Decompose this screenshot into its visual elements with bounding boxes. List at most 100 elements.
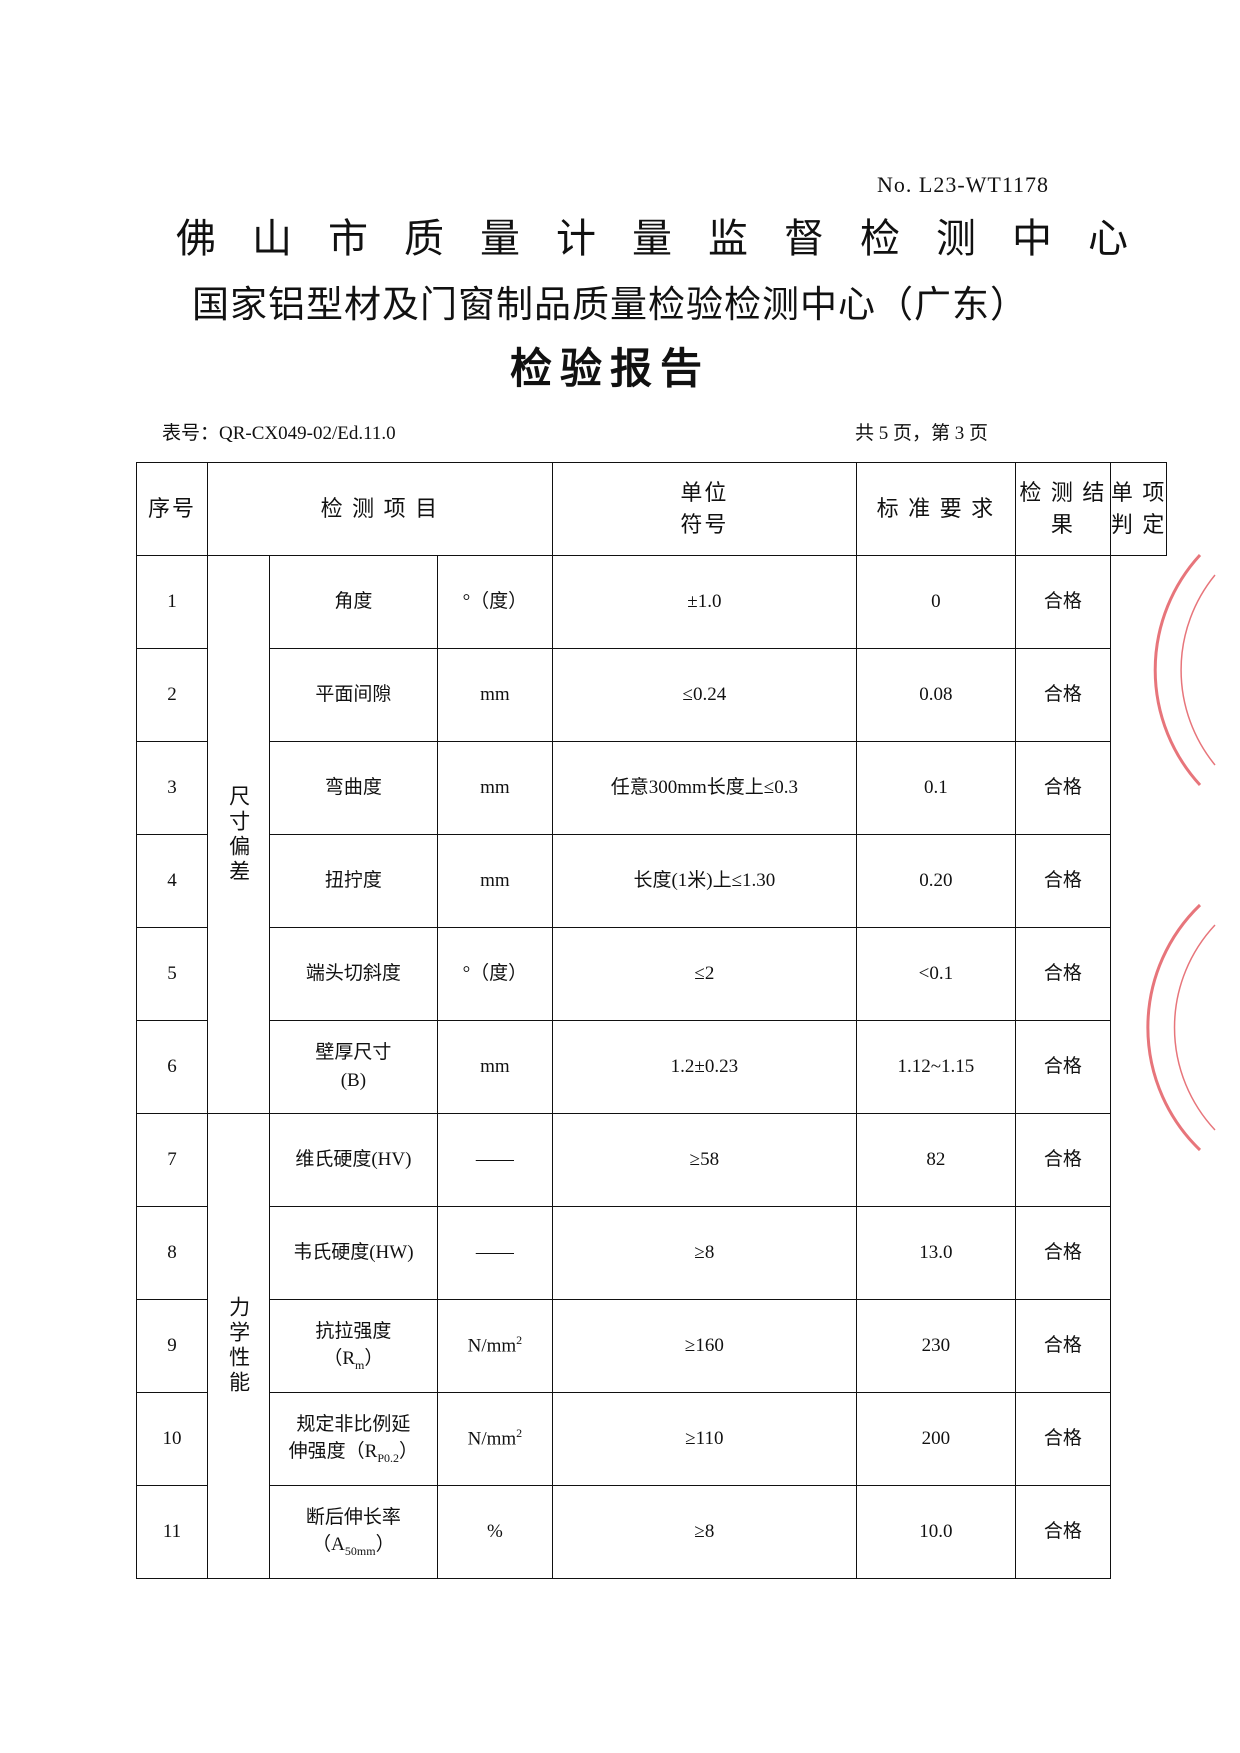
item-line: 抗拉强度	[270, 1318, 437, 1346]
text-segment: mm	[480, 684, 510, 706]
judgment: 合格	[1014, 1299, 1111, 1393]
judgment: 合格	[1014, 1206, 1111, 1300]
judgment: 合格	[1014, 648, 1111, 742]
data-row: 11 断后伸长率 （A50mm）% ≥8 10.0 合格	[136, 1485, 1167, 1579]
test-item: 断后伸长率 （A50mm）	[268, 1485, 438, 1579]
data-row: 10 规定非比例延 伸强度（RP0.2） N/mm2 ≥110 200 合格	[136, 1392, 1167, 1486]
item-line: 韦氏硬度(HW)	[270, 1239, 437, 1267]
requirement: ±1.0	[551, 555, 857, 649]
unit: mm	[436, 648, 553, 742]
test-item: 维氏硬度(HV)	[268, 1113, 438, 1207]
header-cell: 序号	[136, 462, 208, 556]
org-name: 佛山市质量计量监督检测中心	[176, 216, 1164, 261]
form-number: 表号：QR-CX049-02/Ed.11.0	[162, 423, 396, 444]
text-segment: ）	[364, 1348, 384, 1370]
text-segment: 端头切斜度	[305, 963, 401, 985]
text-segment: （R	[323, 1348, 356, 1370]
test-item: 抗拉强度 （Rm）	[268, 1299, 438, 1393]
item-line: 断后伸长率	[270, 1504, 437, 1532]
text-segment: ）	[375, 1534, 395, 1556]
header-line: 检 测 结 果	[1019, 480, 1107, 537]
row-number: 2	[136, 648, 208, 742]
text-segment: mm	[480, 777, 510, 799]
judgment: 合格	[1014, 834, 1111, 928]
result: 10.0	[855, 1485, 1016, 1579]
judgment: 合格	[1014, 555, 1111, 649]
test-item: 弯曲度	[268, 741, 438, 835]
text-segment: N/mm	[467, 1335, 517, 1357]
org-name: 国家铝型材及门窗制品质量检验检测中心（广东）	[192, 285, 1028, 326]
result: 1.12~1.15	[855, 1020, 1016, 1114]
table-wrap: 序号检 测 项 目单位 符号标 准 要 求检 测 结 果单 项判 定 1 尺寸偏差 角度…	[136, 462, 1168, 1579]
judgment: 合格	[1014, 1485, 1111, 1579]
page-info: 共 5 页，第 3 页	[855, 423, 989, 444]
requirement: ≥8	[551, 1485, 857, 1579]
requirement: ≤0.24	[551, 648, 857, 742]
text-segment: 弯曲度	[324, 777, 382, 799]
row-number: 9	[136, 1299, 208, 1393]
data-row: 4 扭拧度 mm 长度(1米)上≤1.30 0.20 合格	[136, 834, 1167, 928]
header-line: 判 定	[1110, 512, 1167, 537]
result: 0.1	[855, 741, 1016, 835]
item-line: 平面间隙	[270, 681, 437, 709]
text-segment: 规定非比例延	[296, 1413, 411, 1435]
header-cell: 单位 符号	[551, 462, 857, 556]
data-row: 3 弯曲度 mm 任意300mm长度上≤0.3 0.1 合格	[136, 741, 1167, 835]
header-line: 单位	[680, 480, 729, 506]
header-line: 标 准 要 求	[876, 496, 996, 522]
group-cell: 尺寸偏差	[207, 555, 270, 1114]
header-line: 符号	[680, 512, 729, 537]
unit: mm	[436, 834, 553, 928]
requirement: 1.2±0.23	[551, 1020, 857, 1114]
test-item: 壁厚尺寸 (B)	[268, 1020, 438, 1114]
text-segment: 平面间隙	[315, 684, 392, 706]
text-segment: 韦氏硬度(HW)	[293, 1242, 414, 1264]
header-row: 序号检 测 项 目单位 符号标 准 要 求检 测 结 果单 项判 定	[136, 462, 1168, 556]
row-number: 1	[136, 555, 208, 649]
requirement: ≥8	[551, 1206, 857, 1300]
text-segment: %	[486, 1521, 503, 1543]
unit: N/mm2	[436, 1392, 553, 1486]
text-segment: 50mm	[344, 1543, 376, 1558]
text-segment: 角度	[334, 591, 373, 613]
row-number: 4	[136, 834, 208, 928]
row-number: 3	[136, 741, 208, 835]
requirement: 任意300mm长度上≤0.3	[551, 741, 857, 835]
report-number: No. L23-WT1178	[877, 172, 1050, 197]
unit: ——	[436, 1206, 553, 1300]
text-segment: 2	[516, 1426, 523, 1441]
requirement: ≥110	[551, 1392, 857, 1486]
requirement: ≤2	[551, 927, 857, 1021]
judgment: 合格	[1014, 1392, 1111, 1486]
result: <0.1	[855, 927, 1016, 1021]
result: 230	[855, 1299, 1016, 1393]
data-row: 9 抗拉强度 （Rm） N/mm2 ≥160 230 合格	[136, 1299, 1167, 1393]
item-line: 壁厚尺寸	[270, 1039, 437, 1067]
header-cell: 检 测 项 目	[207, 462, 553, 556]
row-number: 8	[136, 1206, 208, 1300]
unit: °（度）	[436, 927, 553, 1021]
text-segment: 扭拧度	[324, 870, 382, 892]
text-segment: 伸强度（R	[288, 1441, 378, 1463]
result: 0.20	[855, 834, 1016, 928]
row-number: 6	[136, 1020, 208, 1114]
data-row: 6 壁厚尺寸 (B) mm 1.2±0.23 1.12~1.15 合格	[136, 1020, 1167, 1114]
text-segment: ）	[399, 1441, 419, 1463]
text-segment: N/mm	[467, 1428, 517, 1450]
test-item: 平面间隙	[268, 648, 438, 742]
data-row: 8 韦氏硬度(HW) —— ≥8 13.0 合格	[136, 1206, 1167, 1300]
item-line: 伸强度（RP0.2）	[270, 1438, 437, 1467]
item-line: 规定非比例延	[270, 1411, 437, 1439]
text-segment: 抗拉强度	[315, 1320, 392, 1342]
item-line: （Rm）	[270, 1345, 437, 1374]
report-title: 检验报告	[509, 347, 710, 393]
test-item: 规定非比例延伸强度（RP0.2）	[268, 1392, 438, 1486]
text-segment: (B)	[340, 1070, 367, 1091]
text-segment: mm	[480, 870, 510, 892]
text-segment: P0.2	[377, 1450, 400, 1465]
text-segment: ——	[475, 1149, 514, 1171]
text-segment: °（度）	[462, 963, 528, 985]
row-number: 10	[136, 1392, 208, 1486]
judgment: 合格	[1014, 1020, 1111, 1114]
